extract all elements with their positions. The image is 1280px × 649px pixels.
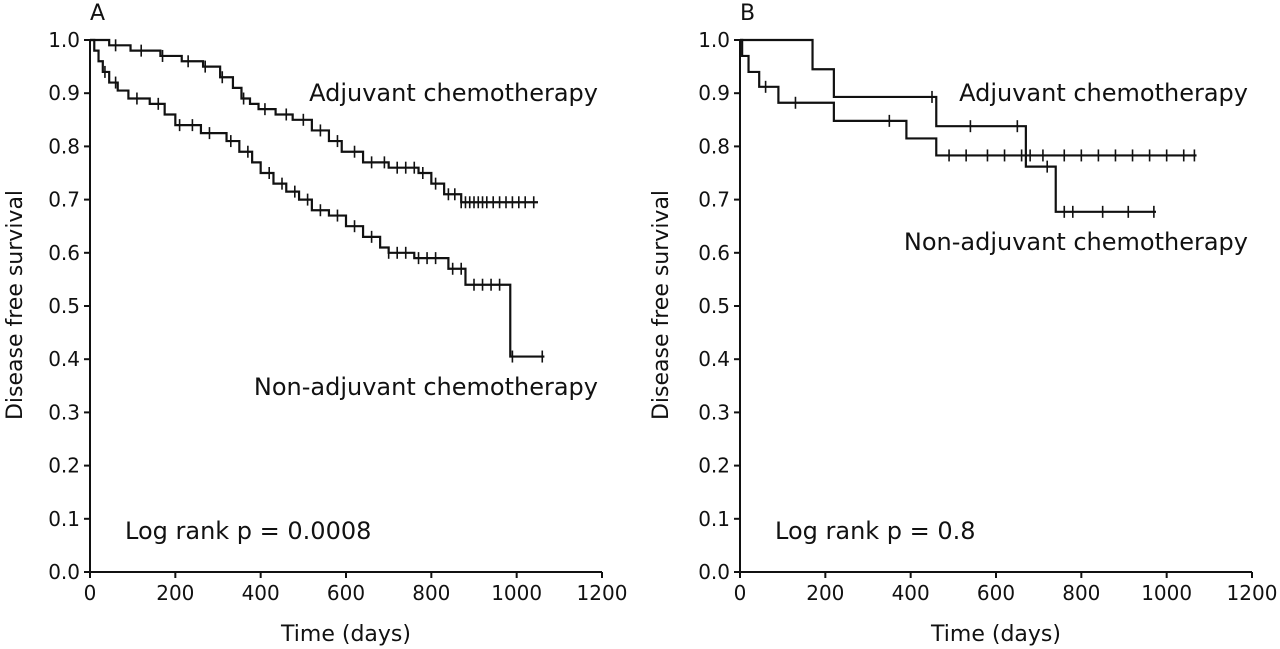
- panel-a-y-tick-label: 0.0: [48, 560, 80, 584]
- panel-b-curve-adjuvant: [740, 38, 1156, 213]
- panel-b-y-tick-label: 0.2: [698, 454, 730, 478]
- panel-b-x-tick-label: 1200: [1227, 581, 1278, 605]
- panel-a-y-tick-label: 0.4: [48, 347, 80, 371]
- panel-b-x-tick-label: 1000: [1141, 581, 1192, 605]
- panel-a-x-tick-label: 600: [327, 581, 365, 605]
- panel-a-x-tick-label: 0: [84, 581, 97, 605]
- panel-a: A Disease free survival Time (days) Log …: [3, 1, 627, 647]
- panel-a-y-tick-label: 0.9: [48, 81, 80, 105]
- panel-b-x-tick-label: 800: [1062, 581, 1100, 605]
- panel-b-letter: B: [740, 1, 755, 26]
- panel-a-y-tick-label: 0.3: [48, 400, 80, 424]
- panel-b-y-tick-label: 0.5: [698, 294, 730, 318]
- panel-a-x-axis-title: Time (days): [280, 622, 411, 647]
- panel-b-y-axis-title: Disease free survival: [649, 190, 674, 420]
- panel-b-x-axis-title: Time (days): [930, 622, 1061, 647]
- panel-a-series-label-adjuvant: Adjuvant chemotherapy: [309, 79, 598, 107]
- panel-b-y-tick-label: 1.0: [698, 28, 730, 52]
- panel-a-y-tick-label: 0.5: [48, 294, 80, 318]
- panel-a-x-tick-label: 1200: [577, 581, 628, 605]
- panel-b-y-tick-label: 0.4: [698, 347, 730, 371]
- panel-a-y-tick-label: 0.8: [48, 134, 80, 158]
- panel-a-series-label-non-adjuvant: Non-adjuvant chemotherapy: [254, 373, 598, 401]
- panel-b-x-tick-label: 400: [892, 581, 930, 605]
- panel-b-x-tick-label: 600: [977, 581, 1015, 605]
- panel-a-y-tick-label: 0.2: [48, 454, 80, 478]
- panel-a-x-tick-label: 1000: [491, 581, 542, 605]
- panel-b-y-tick-label: 0.0: [698, 560, 730, 584]
- panel-b-series-label-non-adjuvant: Non-adjuvant chemotherapy: [904, 228, 1248, 256]
- panel-a-y-axis-title: Disease free survival: [3, 190, 28, 420]
- panel-a-x-tick-label: 400: [242, 581, 280, 605]
- panel-b-curve-non-adjuvant: [740, 38, 1197, 157]
- panel-a-y-tick-label: 0.6: [48, 241, 80, 265]
- panel-b-x-tick-label: 0: [734, 581, 747, 605]
- panel-b-y-tick-label: 0.3: [698, 400, 730, 424]
- panel-b-log-rank-annotation: Log rank p = 0.8: [775, 517, 976, 545]
- panel-a-y-tick-label: 0.1: [48, 507, 80, 531]
- panel-a-letter: A: [90, 1, 105, 26]
- panel-b-y-tick-label: 0.1: [698, 507, 730, 531]
- panel-b-series-label-adjuvant: Adjuvant chemotherapy: [959, 79, 1248, 107]
- panel-b-y-tick-label: 0.8: [698, 134, 730, 158]
- panel-a-x-tick-label: 200: [156, 581, 194, 605]
- panel-a-x-tick-label: 800: [412, 581, 450, 605]
- panel-a-y-tick-label: 0.7: [48, 188, 80, 212]
- panel-b-y-tick-label: 0.7: [698, 188, 730, 212]
- panel-b: B Disease free survival Time (days) Log …: [649, 1, 1277, 647]
- panel-b-y-tick-label: 0.6: [698, 241, 730, 265]
- panel-a-curve-adjuvant: [90, 38, 538, 204]
- panel-b-y-tick-label: 0.9: [698, 81, 730, 105]
- panel-a-y-tick-label: 1.0: [48, 28, 80, 52]
- panel-b-x-tick-label: 200: [806, 581, 844, 605]
- panel-a-log-rank-annotation: Log rank p = 0.0008: [125, 517, 371, 545]
